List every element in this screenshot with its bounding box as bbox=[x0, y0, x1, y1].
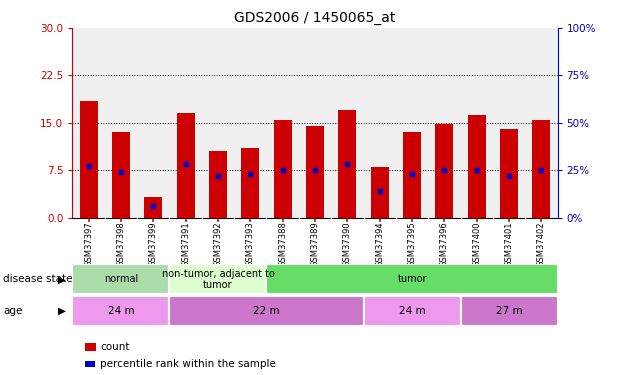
Text: GSM37388: GSM37388 bbox=[278, 221, 287, 267]
Bar bbox=[72, 264, 169, 294]
Text: GSM37392: GSM37392 bbox=[214, 221, 222, 267]
Text: GSM37394: GSM37394 bbox=[375, 221, 384, 267]
Bar bbox=[461, 296, 558, 326]
Text: GSM37402: GSM37402 bbox=[537, 221, 546, 267]
Bar bbox=[364, 296, 461, 326]
Text: percentile rank within the sample: percentile rank within the sample bbox=[100, 359, 276, 369]
Text: normal: normal bbox=[104, 274, 138, 284]
Bar bbox=[144, 197, 162, 217]
Bar bbox=[532, 120, 550, 218]
Bar bbox=[468, 115, 486, 218]
Text: GDS2006 / 1450065_at: GDS2006 / 1450065_at bbox=[234, 11, 396, 25]
Text: GSM37393: GSM37393 bbox=[246, 221, 255, 267]
Bar bbox=[306, 126, 324, 218]
Bar bbox=[169, 296, 364, 326]
Text: 27 m: 27 m bbox=[496, 306, 522, 316]
Bar bbox=[241, 148, 259, 217]
Text: GSM37401: GSM37401 bbox=[505, 221, 513, 267]
Text: tumor: tumor bbox=[398, 274, 427, 284]
Bar bbox=[209, 151, 227, 217]
Bar bbox=[371, 167, 389, 218]
Text: GSM37396: GSM37396 bbox=[440, 221, 449, 267]
Text: ▶: ▶ bbox=[58, 274, 66, 284]
Bar bbox=[169, 264, 266, 294]
Bar bbox=[112, 132, 130, 218]
Text: disease state: disease state bbox=[3, 274, 72, 284]
Text: ▶: ▶ bbox=[58, 306, 66, 316]
Bar bbox=[80, 101, 98, 217]
Text: age: age bbox=[3, 306, 23, 316]
Text: GSM37390: GSM37390 bbox=[343, 221, 352, 267]
Bar bbox=[274, 120, 292, 218]
Text: GSM37398: GSM37398 bbox=[117, 221, 125, 267]
Bar bbox=[177, 113, 195, 218]
Text: GSM37397: GSM37397 bbox=[84, 221, 93, 267]
Text: GSM37400: GSM37400 bbox=[472, 221, 481, 267]
Text: count: count bbox=[100, 342, 130, 352]
Bar bbox=[403, 132, 421, 218]
Text: 24 m: 24 m bbox=[399, 306, 425, 316]
Bar bbox=[338, 110, 356, 218]
Text: GSM37389: GSM37389 bbox=[311, 221, 319, 267]
Text: GSM37391: GSM37391 bbox=[181, 221, 190, 267]
Text: GSM37399: GSM37399 bbox=[149, 221, 158, 267]
Bar bbox=[435, 124, 453, 218]
Text: GSM37395: GSM37395 bbox=[408, 221, 416, 267]
Text: 24 m: 24 m bbox=[108, 306, 134, 316]
Text: 22 m: 22 m bbox=[253, 306, 280, 316]
Bar bbox=[266, 264, 558, 294]
Bar bbox=[72, 296, 169, 326]
Text: non-tumor, adjacent to
tumor: non-tumor, adjacent to tumor bbox=[161, 268, 275, 290]
Bar bbox=[500, 129, 518, 218]
